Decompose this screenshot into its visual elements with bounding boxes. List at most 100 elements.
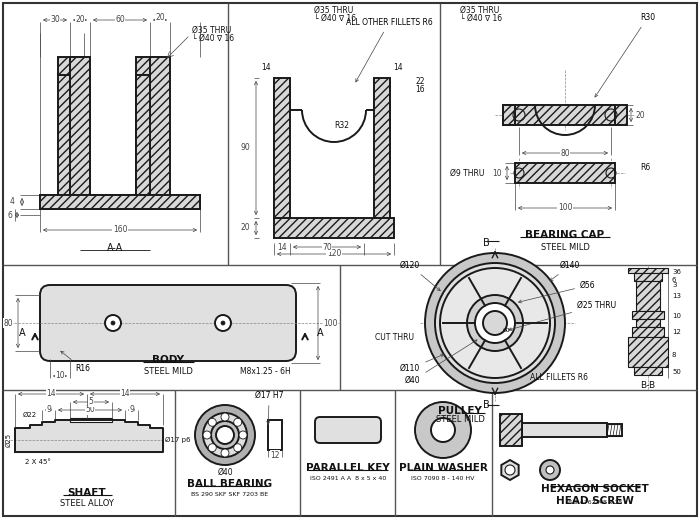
- Bar: [636, 319, 660, 327]
- Circle shape: [239, 431, 247, 439]
- Text: Ø35 THRU: Ø35 THRU: [192, 25, 231, 34]
- Bar: [40, 195, 200, 209]
- Text: 36: 36: [672, 269, 681, 275]
- Text: 6: 6: [672, 277, 676, 283]
- Text: 2 X 45°: 2 X 45°: [25, 459, 51, 465]
- Text: Ø140: Ø140: [550, 261, 580, 281]
- Text: 60: 60: [115, 16, 125, 24]
- Text: 160: 160: [113, 225, 127, 235]
- Bar: [636, 281, 660, 311]
- Circle shape: [105, 315, 121, 331]
- Circle shape: [203, 431, 211, 439]
- Text: R6: R6: [640, 163, 650, 172]
- Circle shape: [211, 421, 239, 449]
- Circle shape: [221, 413, 229, 421]
- Polygon shape: [15, 420, 163, 452]
- Text: 20: 20: [155, 12, 164, 21]
- Text: 10: 10: [672, 313, 681, 319]
- Text: └ Ø40 ∇ 16: └ Ø40 ∇ 16: [192, 34, 234, 43]
- Bar: [70, 75, 90, 195]
- Text: ALL FILLETS R6: ALL FILLETS R6: [530, 374, 588, 383]
- Text: 22: 22: [415, 77, 424, 87]
- Text: 9: 9: [129, 405, 134, 415]
- Text: ISO 2491 A A  8 x 5 x 40: ISO 2491 A A 8 x 5 x 40: [310, 475, 386, 481]
- Text: 50: 50: [672, 369, 681, 375]
- Circle shape: [483, 311, 507, 335]
- Text: └ Ø40 ∇ 16: └ Ø40 ∇ 16: [314, 13, 356, 22]
- Text: 14: 14: [277, 242, 287, 252]
- Bar: [40, 195, 200, 209]
- Circle shape: [209, 444, 216, 452]
- Bar: [503, 105, 515, 125]
- Text: R16: R16: [61, 351, 90, 373]
- Text: Ø25: Ø25: [6, 433, 12, 447]
- Text: 14: 14: [120, 389, 130, 399]
- Text: 20: 20: [240, 224, 250, 233]
- FancyBboxPatch shape: [40, 285, 296, 361]
- Circle shape: [440, 268, 550, 378]
- Text: Ø22: Ø22: [23, 412, 37, 418]
- Text: PULLEY: PULLEY: [438, 406, 482, 416]
- Text: R30: R30: [595, 13, 655, 97]
- Text: Ø9 THRU: Ø9 THRU: [450, 169, 484, 177]
- Text: 50: 50: [85, 405, 95, 415]
- Text: M8x1.25 - 6H: M8x1.25 - 6H: [240, 367, 290, 376]
- Text: PLAIN WASHER: PLAIN WASHER: [398, 463, 487, 473]
- Circle shape: [425, 253, 565, 393]
- Circle shape: [234, 418, 241, 426]
- Bar: [136, 57, 162, 75]
- Text: STEEL MILD: STEEL MILD: [540, 242, 589, 252]
- Bar: [40, 195, 200, 209]
- Text: 20: 20: [75, 16, 85, 24]
- Text: 70: 70: [322, 242, 332, 252]
- Text: ALL OTHER FILLETS R6: ALL OTHER FILLETS R6: [346, 18, 433, 82]
- Circle shape: [475, 303, 515, 343]
- Circle shape: [221, 321, 225, 325]
- Circle shape: [546, 466, 554, 474]
- Text: R32: R32: [335, 120, 349, 130]
- Text: STEEL MILD: STEEL MILD: [435, 416, 484, 425]
- Bar: [503, 105, 515, 125]
- Bar: [136, 75, 162, 195]
- Text: Ø120: Ø120: [400, 261, 440, 291]
- Bar: [374, 78, 390, 218]
- Text: 12: 12: [635, 111, 645, 119]
- Text: BS 290 SKF SKF 7203 BE: BS 290 SKF SKF 7203 BE: [191, 491, 269, 497]
- Bar: [628, 337, 668, 367]
- Bar: [515, 105, 615, 125]
- Text: 14: 14: [46, 389, 56, 399]
- Bar: [632, 327, 664, 337]
- Bar: [150, 57, 170, 195]
- Text: 120: 120: [327, 250, 341, 258]
- Bar: [522, 423, 607, 437]
- Text: 10: 10: [492, 169, 502, 177]
- Text: BALL BEARING: BALL BEARING: [188, 479, 272, 489]
- Bar: [634, 367, 662, 375]
- Text: ISO 7090 8 - 140 HV: ISO 7090 8 - 140 HV: [412, 475, 475, 481]
- Text: 12: 12: [672, 329, 681, 335]
- Circle shape: [215, 315, 231, 331]
- Circle shape: [203, 413, 247, 457]
- Text: 30: 30: [50, 16, 60, 24]
- Text: 90: 90: [240, 143, 250, 153]
- Circle shape: [431, 418, 455, 442]
- Text: Ø110: Ø110: [400, 354, 444, 373]
- Text: BODY: BODY: [152, 355, 184, 365]
- Text: 100: 100: [558, 203, 573, 212]
- Text: A: A: [19, 328, 25, 338]
- Circle shape: [467, 295, 523, 351]
- Text: Ø25 THRU: Ø25 THRU: [508, 301, 616, 331]
- Circle shape: [195, 405, 255, 465]
- Bar: [58, 75, 84, 195]
- Text: 3: 3: [672, 282, 676, 288]
- Bar: [268, 420, 282, 450]
- Bar: [70, 57, 90, 195]
- Text: 80: 80: [560, 148, 570, 157]
- Text: A: A: [316, 328, 323, 338]
- Text: PARALLEL KEY: PARALLEL KEY: [306, 463, 390, 473]
- Bar: [40, 195, 200, 209]
- Circle shape: [234, 444, 241, 452]
- Circle shape: [216, 426, 234, 444]
- Text: ISO 4762 M8 x 25: ISO 4762 M8 x 25: [567, 500, 623, 506]
- Bar: [628, 268, 668, 273]
